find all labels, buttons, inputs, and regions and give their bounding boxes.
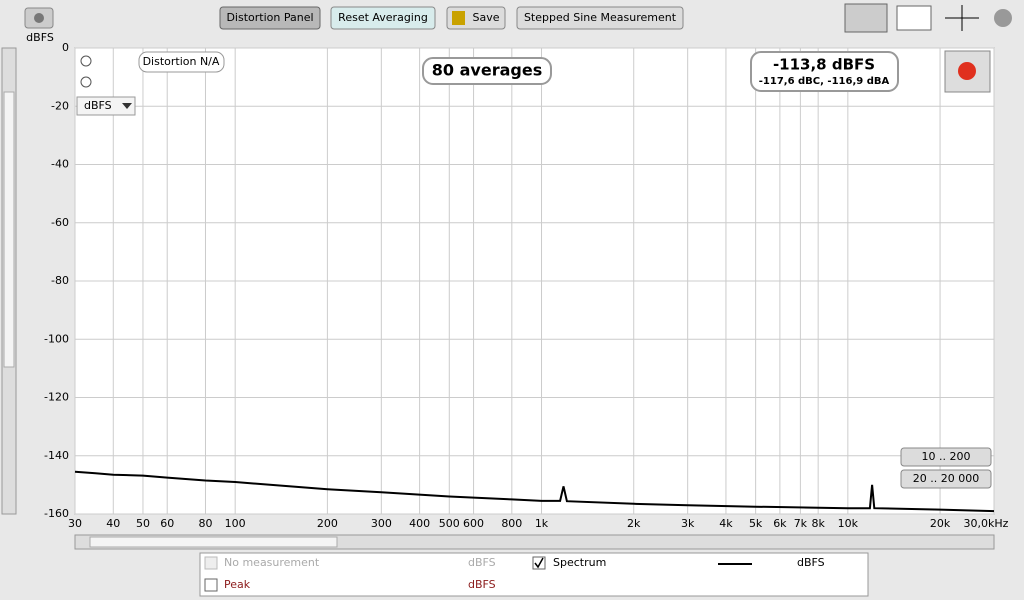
legend-name: Spectrum [553, 556, 606, 569]
legend-unit: dBFS [468, 556, 496, 569]
y-tick-label: -120 [44, 391, 69, 404]
y-tick-label: -20 [51, 99, 69, 112]
record-indicator [958, 62, 976, 80]
x-tick-label: 500 [439, 517, 460, 530]
y-tick-label: 0 [62, 41, 69, 54]
toolbar-button[interactable] [516, 6, 684, 30]
distortion-text: Distortion N/A [143, 55, 220, 68]
zoom-in-icon[interactable] [80, 55, 92, 67]
x-tick-label: 50 [136, 517, 150, 530]
y-tick-label: -100 [44, 332, 69, 345]
x-tick-label: 100 [225, 517, 246, 530]
x-tick-label: 400 [409, 517, 430, 530]
toolbar-button[interactable] [330, 6, 436, 30]
y-tick-label: -80 [51, 274, 69, 287]
dropdown-arrow [122, 103, 132, 109]
x-tick-label: 5k [749, 517, 763, 530]
toolbar-button[interactable] [219, 6, 321, 30]
legend-name: No measurement [224, 556, 320, 569]
range-button[interactable] [900, 469, 992, 489]
x-tick-label: 7k [794, 517, 808, 530]
button-label: Distortion Panel [226, 11, 313, 24]
averages-box [422, 57, 552, 85]
camera-lens [34, 13, 44, 23]
checkbox[interactable] [204, 578, 218, 592]
x-tick-label: 800 [501, 517, 522, 530]
check-mark [534, 557, 544, 569]
checkbox[interactable] [204, 556, 218, 570]
button-label: Stepped Sine Measurement [524, 11, 677, 24]
range-button-label: 20 .. 20 000 [913, 472, 979, 485]
unit-select[interactable] [76, 96, 136, 116]
x-tick-label: 80 [198, 517, 212, 530]
save-icon [452, 11, 465, 25]
y-tick-label: -40 [51, 158, 69, 171]
layout-button[interactable] [844, 3, 888, 33]
toolbar: Distortion Panel Reset Averaging Save St… [219, 6, 684, 30]
level-text: -113,8 dBFS [773, 56, 875, 74]
x-tick-label: 200 [317, 517, 338, 530]
y-tick-label: -60 [51, 216, 69, 229]
range-button-label: 10 .. 200 [922, 450, 971, 463]
zoom-out-icon[interactable] [80, 76, 92, 88]
range-button[interactable] [900, 447, 992, 467]
fit-button[interactable] [945, 5, 979, 31]
legend-unit: dBFS [468, 578, 496, 591]
x-tick-label: 30 [68, 517, 82, 530]
button-label: Save [472, 11, 499, 24]
level-detail: -117,6 dBC, -116,9 dBA [759, 76, 890, 87]
unit-select-text: dBFS [84, 99, 112, 112]
y-tick-label: -160 [44, 507, 69, 520]
scroll-thumb[interactable] [89, 536, 338, 548]
y-axis-label: dBFS [26, 31, 54, 44]
x-tick-label: 300 [371, 517, 392, 530]
x-tick-label: 2k [627, 517, 641, 530]
plot-layer [74, 470, 995, 513]
legend-unit: dBFS [797, 556, 825, 569]
x-tick-label: 8k [811, 517, 825, 530]
x-tick-label: 20k [930, 517, 951, 530]
layout-button[interactable] [896, 5, 932, 31]
scroll-thumb[interactable] [3, 91, 15, 368]
distortion-box [138, 51, 225, 73]
y-tick-label: -140 [44, 449, 69, 462]
x-tick-label: 60 [160, 517, 174, 530]
x-tick-label: 6k [773, 517, 787, 530]
settings-icon[interactable] [994, 9, 1012, 27]
button-label: Reset Averaging [338, 11, 428, 24]
x-tick-label: 4k [719, 517, 733, 530]
x-tick-label: 3k [681, 517, 695, 530]
spectrum-line [74, 470, 995, 513]
x-tick-label: 600 [463, 517, 484, 530]
legend-name: Peak [224, 578, 251, 591]
averages-text: 80 averages [432, 61, 542, 80]
x-tick-label: 40 [106, 517, 120, 530]
x-tick-label: 1k [535, 517, 549, 530]
level-box [750, 51, 899, 92]
x-tick-label: 10k [838, 517, 859, 530]
x-tick-label: 30,0kHz [964, 517, 1009, 530]
